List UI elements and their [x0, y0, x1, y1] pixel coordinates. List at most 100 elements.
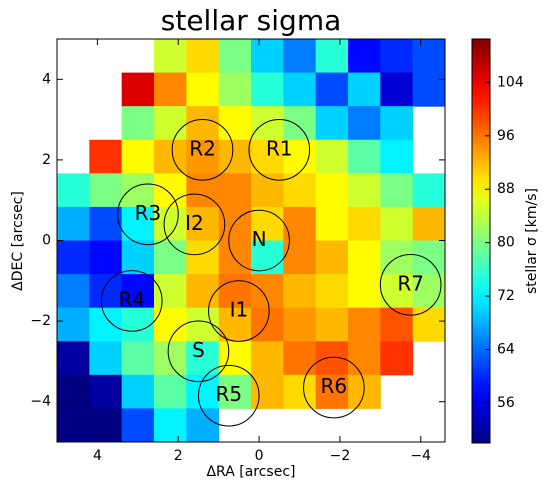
y-tick-label: −4	[30, 394, 51, 410]
heatmap-cell	[154, 39, 187, 74]
heatmap-cell	[251, 106, 284, 141]
region-circle	[208, 280, 270, 342]
heatmap-cell	[89, 240, 123, 275]
heatmap-cell	[121, 72, 155, 107]
heatmap-cell	[412, 240, 446, 275]
heatmap-cell	[57, 206, 90, 241]
heatmap-cell	[186, 307, 220, 342]
heatmap-cell	[57, 173, 90, 208]
heatmap-cell	[218, 341, 252, 376]
heatmap-cell	[218, 307, 252, 342]
heatmap-cell	[380, 206, 414, 241]
heatmap-cell	[348, 39, 381, 74]
heatmap-cell	[186, 240, 220, 275]
heatmap-cell	[121, 106, 155, 141]
heatmap-cell	[380, 341, 414, 376]
region-circle	[379, 254, 442, 316]
region-label: I2	[185, 211, 204, 235]
heatmap-cell	[283, 206, 317, 241]
heatmap-cell	[186, 274, 220, 309]
heatmap-cell	[251, 374, 284, 409]
y-axis-label: ΔDEC [arcsec]	[10, 191, 26, 291]
heatmap-cell	[283, 274, 317, 309]
colorbar-label: stellar σ [km/s]	[524, 188, 540, 294]
colorbar-tick-label: 80	[497, 235, 515, 251]
region-label: R4	[118, 287, 145, 311]
heatmap-cell	[251, 139, 284, 174]
heatmap-cell	[186, 408, 220, 443]
heatmap-cell	[380, 173, 414, 208]
heatmap-cell	[154, 139, 187, 174]
region-label: R2	[189, 136, 216, 160]
heatmap-cell	[89, 307, 123, 342]
heatmap-cell	[283, 307, 317, 342]
region-circle	[167, 320, 230, 383]
heatmap-cell	[348, 139, 381, 174]
heatmap-cell	[283, 106, 317, 141]
region-label: I1	[230, 298, 249, 322]
heatmap-cell	[121, 307, 155, 342]
heatmap-cell	[218, 139, 252, 174]
heatmap-cell	[283, 139, 317, 174]
heatmap-cell	[218, 72, 252, 107]
y-tick-label: 0	[42, 233, 51, 249]
heatmap-cell	[186, 39, 220, 74]
heatmap-cell	[57, 274, 90, 309]
heatmap-cell	[89, 274, 123, 309]
heatmap-cell	[89, 139, 123, 174]
colorbar-tick-label: 96	[497, 128, 515, 144]
heatmap-cell	[251, 341, 284, 376]
heatmap-cell	[348, 240, 381, 275]
heatmap-cell	[154, 274, 187, 309]
heatmap-cell	[380, 39, 414, 74]
heatmap-cell	[89, 374, 123, 409]
heatmap-cell	[348, 307, 381, 342]
region-label: R6	[321, 374, 348, 398]
chart-title: stellar sigma	[161, 4, 342, 37]
heatmap-cell	[283, 341, 317, 376]
heatmap-cell	[218, 374, 252, 409]
heatmap-cell	[218, 106, 252, 141]
region-label: R7	[397, 271, 424, 295]
heatmap-cell	[315, 139, 349, 174]
heatmap-cell	[186, 206, 220, 241]
heatmap-cell	[121, 408, 155, 443]
region-circle	[228, 209, 290, 272]
region-label: N	[252, 227, 267, 251]
heatmap-cell	[154, 72, 187, 107]
heatmap-cell	[412, 173, 446, 208]
heatmap-cell	[348, 341, 381, 376]
heatmap-cell	[380, 139, 414, 174]
heatmap-cell	[348, 374, 381, 409]
heatmap-cell	[380, 72, 414, 107]
heatmap-cell	[121, 374, 155, 409]
heatmap-cell	[121, 274, 155, 309]
region-circle	[100, 270, 163, 332]
colorbar-tick-label: 88	[497, 181, 515, 197]
heatmap-cell	[154, 106, 187, 141]
heatmap-cell	[89, 173, 123, 208]
heatmap-cell	[89, 408, 123, 443]
region-circle	[163, 193, 226, 256]
heatmap-cell	[251, 274, 284, 309]
heatmap-cell	[412, 307, 446, 342]
heatmap-cell	[154, 408, 187, 443]
x-tick-label: 2	[174, 448, 183, 464]
heatmap-cell	[218, 39, 252, 74]
y-tick-label: 2	[42, 152, 51, 168]
heatmap-cell	[121, 139, 155, 174]
heatmap-cell	[121, 240, 155, 275]
heatmap-cell	[89, 206, 123, 241]
heatmap-cell	[315, 106, 349, 141]
x-tick-label: −2	[330, 448, 351, 464]
heatmap-cell	[348, 206, 381, 241]
colorbar-tick-label: 64	[497, 342, 515, 358]
region-label: R3	[135, 201, 162, 225]
heatmap-cell	[283, 374, 317, 409]
heatmap-cell	[283, 39, 317, 74]
heatmap-cell	[315, 274, 349, 309]
region-label: S	[192, 338, 205, 362]
colorbar-tick-label: 56	[497, 395, 515, 411]
heatmap-cell	[412, 72, 446, 107]
heatmap-cell	[218, 274, 252, 309]
